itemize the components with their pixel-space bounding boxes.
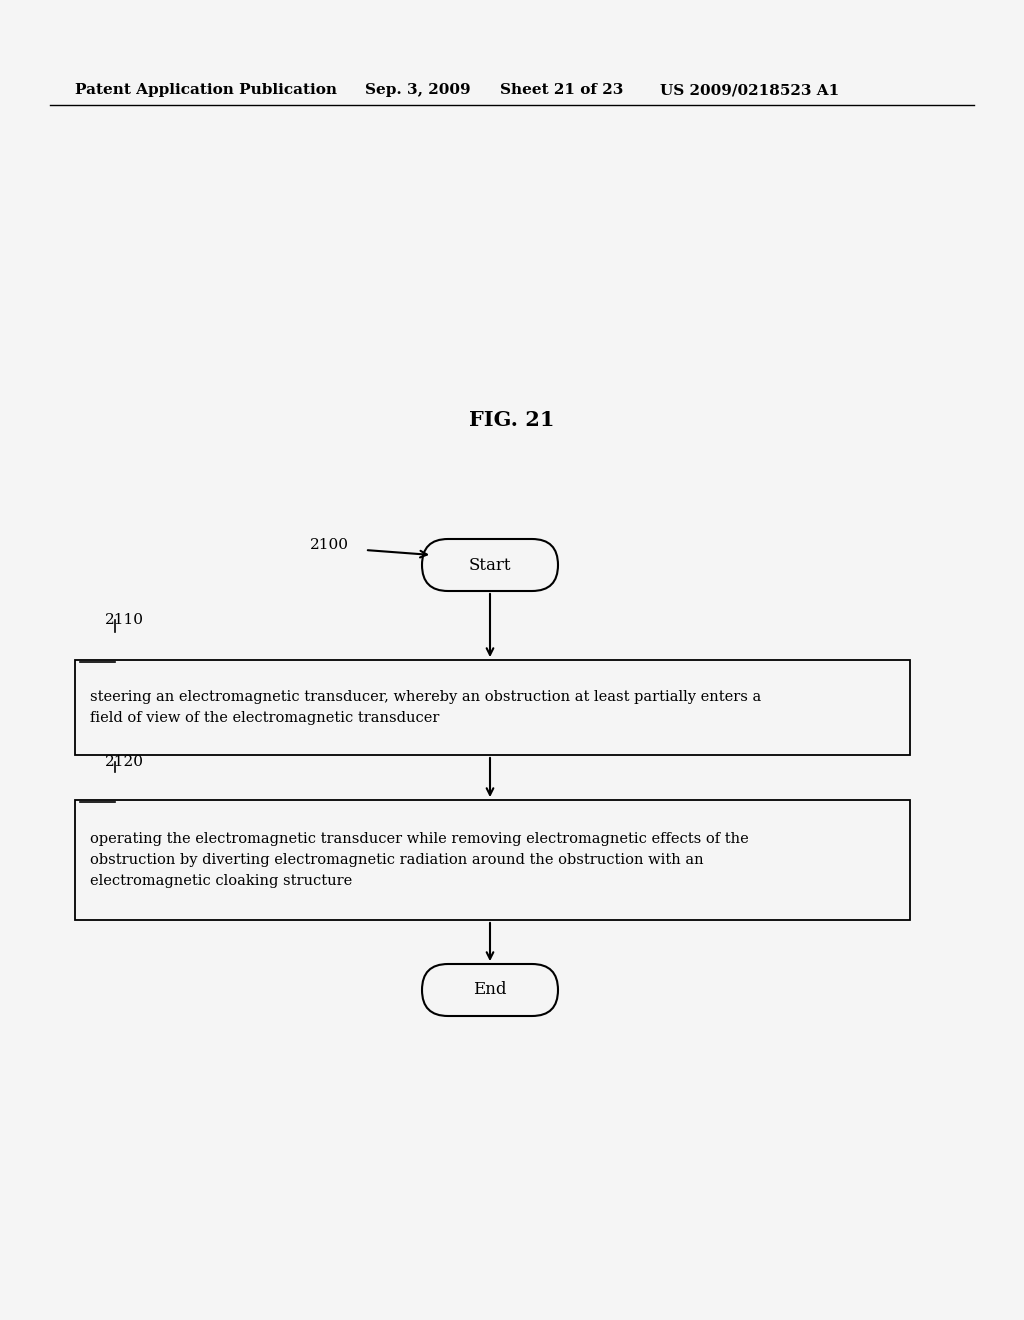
FancyBboxPatch shape — [75, 660, 910, 755]
Text: 2100: 2100 — [310, 539, 349, 552]
Text: FIG. 21: FIG. 21 — [469, 411, 555, 430]
Text: 2110: 2110 — [105, 612, 144, 627]
Text: operating the electromagnetic transducer while removing electromagnetic effects : operating the electromagnetic transducer… — [90, 833, 749, 887]
Text: steering an electromagnetic transducer, whereby an obstruction at least partiall: steering an electromagnetic transducer, … — [90, 690, 761, 725]
Text: Patent Application Publication: Patent Application Publication — [75, 83, 337, 96]
Text: US 2009/0218523 A1: US 2009/0218523 A1 — [660, 83, 840, 96]
FancyBboxPatch shape — [75, 800, 910, 920]
Text: Start: Start — [469, 557, 511, 573]
Text: 2120: 2120 — [105, 755, 144, 770]
Text: Sheet 21 of 23: Sheet 21 of 23 — [500, 83, 624, 96]
Text: Sep. 3, 2009: Sep. 3, 2009 — [365, 83, 471, 96]
FancyBboxPatch shape — [422, 964, 558, 1016]
FancyBboxPatch shape — [422, 539, 558, 591]
Text: End: End — [473, 982, 507, 998]
